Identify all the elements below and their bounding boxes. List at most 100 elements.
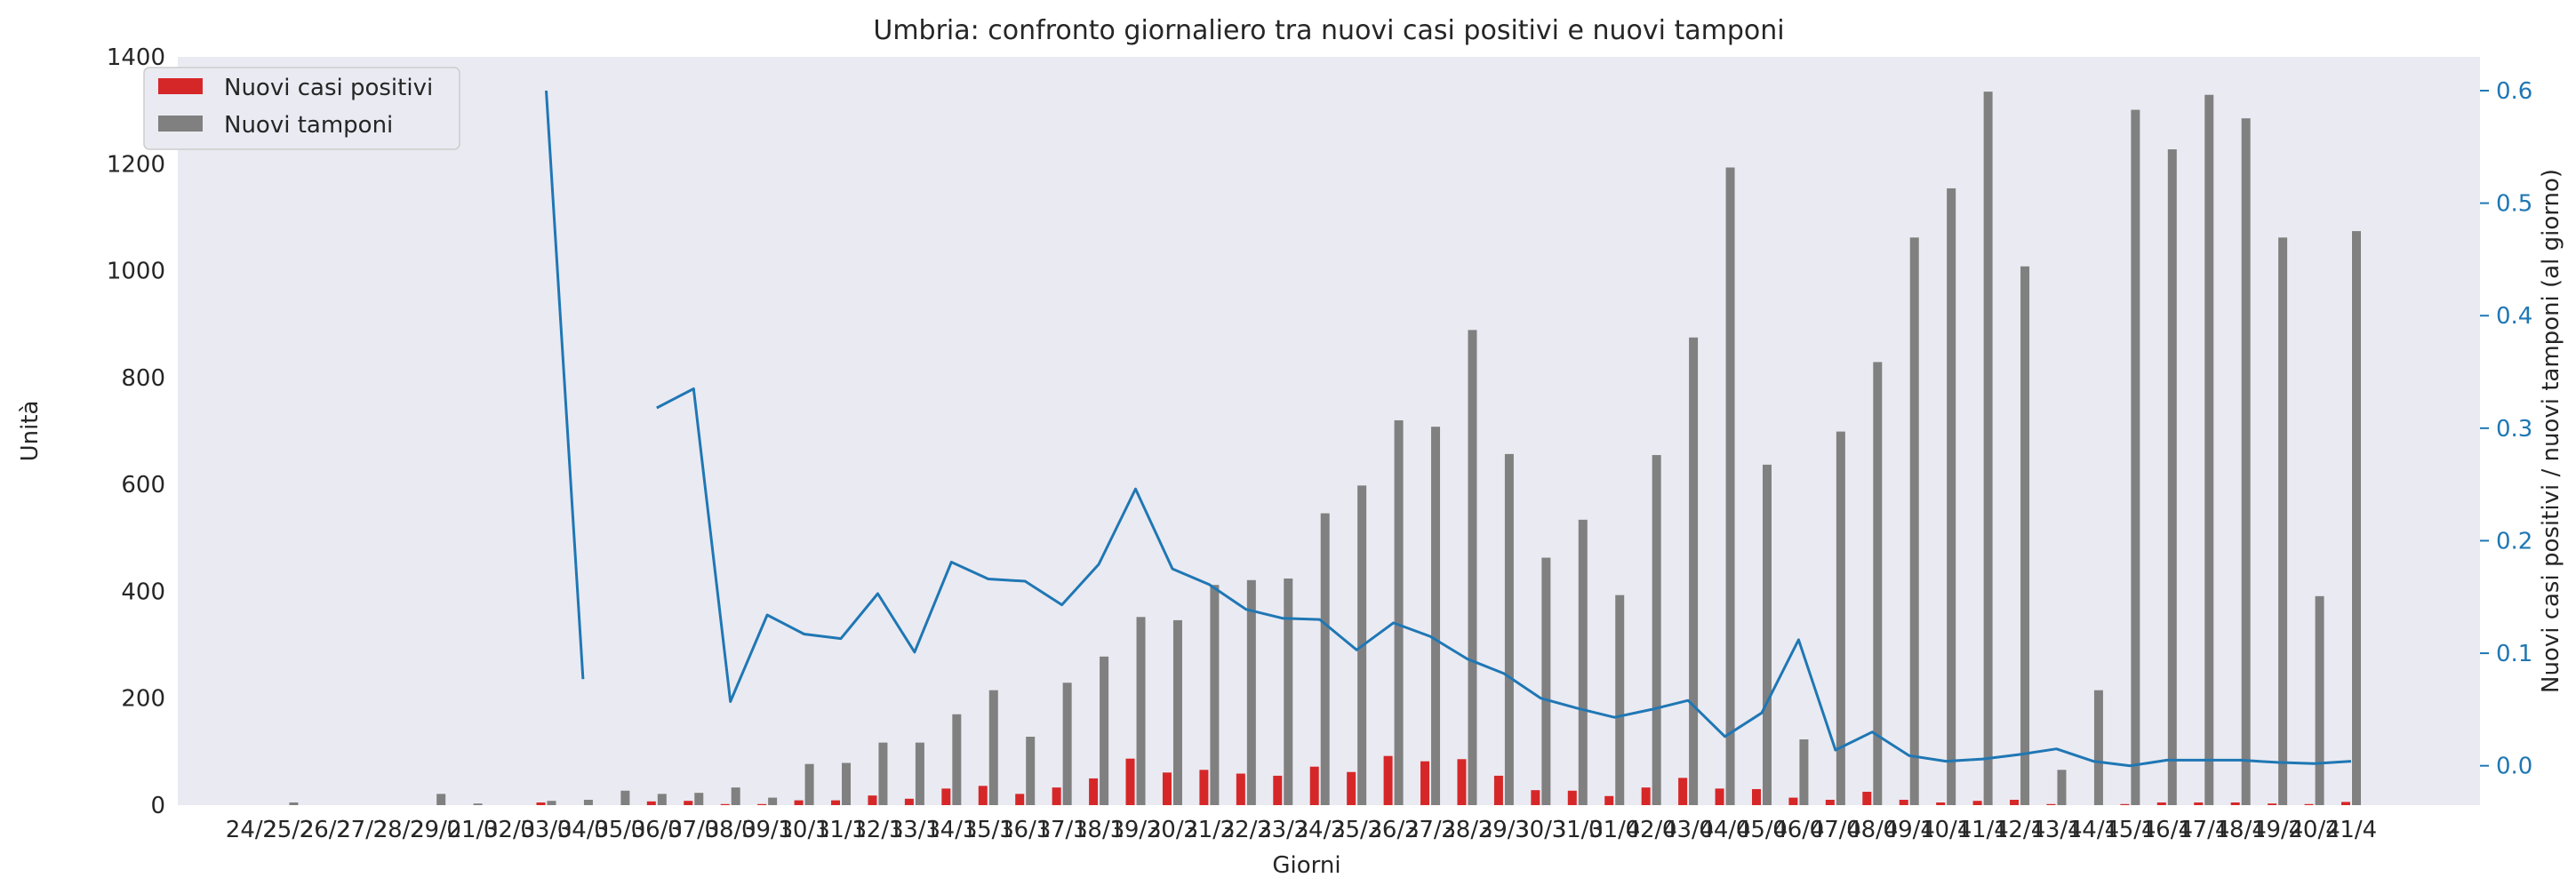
bar-positivi-31/3 xyxy=(1567,790,1577,805)
bar-positivi-03/4 xyxy=(1678,778,1688,805)
bar-positivi-14/3 xyxy=(941,788,951,805)
bar-positivi-13/3 xyxy=(904,798,914,805)
bar-tamponi-21/3 xyxy=(1210,585,1220,805)
bar-tamponi-28/3 xyxy=(1468,330,1477,806)
bar-positivi-08/3 xyxy=(720,803,730,805)
y-tick-left-600: 600 xyxy=(121,472,165,499)
bar-positivi-13/4 xyxy=(2046,803,2056,805)
x-tick-24/3: 24/3 xyxy=(1294,817,1346,843)
x-tick-11/3: 11/3 xyxy=(815,817,867,843)
legend-swatch-positivi xyxy=(158,78,203,94)
y-tick-left-200: 200 xyxy=(121,686,165,713)
bar-positivi-18/3 xyxy=(1089,778,1099,805)
bar-tamponi-01/4 xyxy=(1615,595,1625,805)
bar-tamponi-25/2 xyxy=(289,802,299,805)
x-tick-18/4: 18/4 xyxy=(2214,817,2266,843)
x-tick-16/4: 16/4 xyxy=(2141,817,2193,843)
x-tick-29/2: 29/2 xyxy=(410,817,461,843)
bar-positivi-06/4 xyxy=(1788,797,1798,805)
bar-positivi-09/3 xyxy=(757,803,767,805)
bar-tamponi-19/4 xyxy=(2278,237,2288,806)
y-tick-right-0.4: 0.4 xyxy=(2496,303,2532,330)
bar-tamponi-14/4 xyxy=(2093,690,2103,805)
x-tick-01/4: 01/4 xyxy=(1588,817,1640,843)
x-tick-17/4: 17/4 xyxy=(2178,817,2229,843)
bar-positivi-12/4 xyxy=(2010,799,2020,805)
x-tick-25/2: 25/2 xyxy=(262,817,314,843)
bar-tamponi-13/3 xyxy=(915,742,924,805)
legend-label-positivi: Nuovi casi positivi xyxy=(224,75,433,101)
y-tick-left-1000: 1000 xyxy=(107,259,165,285)
x-tick-06/3: 06/3 xyxy=(631,817,683,843)
x-tick-02/4: 02/4 xyxy=(1625,817,1676,843)
bar-tamponi-21/4 xyxy=(2352,231,2361,806)
x-tick-05/4: 05/4 xyxy=(1736,817,1788,843)
bar-tamponi-10/4 xyxy=(1947,188,1956,806)
x-tick-05/3: 05/3 xyxy=(594,817,645,843)
x-tick-10/4: 10/4 xyxy=(1920,817,1972,843)
bar-positivi-03/3 xyxy=(536,802,546,805)
bar-tamponi-03/3 xyxy=(547,801,556,805)
bar-tamponi-26/3 xyxy=(1394,419,1404,805)
x-axis: 24/225/226/227/228/229/201/302/303/304/3… xyxy=(226,817,2377,843)
bar-positivi-30/3 xyxy=(1531,790,1540,805)
y-tick-right-0.2: 0.2 xyxy=(2496,528,2532,555)
x-tick-07/4: 07/4 xyxy=(1810,817,1861,843)
x-tick-02/3: 02/3 xyxy=(484,817,535,843)
bar-positivi-09/4 xyxy=(1899,799,1908,805)
bar-tamponi-18/4 xyxy=(2241,118,2251,805)
x-tick-20/3: 20/3 xyxy=(1147,817,1198,843)
ratio-line-layer xyxy=(545,90,2352,768)
bar-positivi-20/4 xyxy=(2304,803,2314,805)
x-tick-27/3: 27/3 xyxy=(1404,817,1456,843)
bar-tamponi-07/3 xyxy=(694,793,704,805)
y-tick-right-0.5: 0.5 xyxy=(2496,191,2532,218)
x-tick-27/2: 27/2 xyxy=(336,817,388,843)
bar-tamponi-15/3 xyxy=(988,690,998,805)
bar-tamponi-08/3 xyxy=(731,787,740,805)
x-tick-21/4: 21/4 xyxy=(2325,817,2377,843)
bar-tamponi-16/3 xyxy=(1026,737,1036,805)
bar-positivi-26/3 xyxy=(1383,755,1393,805)
bar-positivi-01/4 xyxy=(1604,795,1614,805)
y-axis-label-left: Unità xyxy=(17,401,44,462)
bar-tamponi-17/4 xyxy=(2204,94,2214,806)
bar-positivi-22/3 xyxy=(1236,773,1245,805)
x-tick-15/3: 15/3 xyxy=(963,817,1014,843)
x-tick-04/3: 04/3 xyxy=(557,817,609,843)
bar-positivi-10/3 xyxy=(794,800,804,805)
x-tick-24/2: 24/2 xyxy=(226,817,277,843)
y-tick-left-1400: 1400 xyxy=(107,44,165,71)
y-tick-right-0.3: 0.3 xyxy=(2496,416,2532,443)
bar-positivi-11/4 xyxy=(1972,801,1982,805)
bar-positivi-24/3 xyxy=(1309,766,1319,805)
bar-positivi-05/4 xyxy=(1751,788,1761,805)
bar-tamponi-30/3 xyxy=(1541,557,1551,805)
x-tick-14/4: 14/4 xyxy=(2068,817,2119,843)
bar-positivi-29/3 xyxy=(1493,775,1503,805)
x-tick-09/3: 09/3 xyxy=(741,817,793,843)
bars-layer xyxy=(289,92,2361,806)
bar-tamponi-04/3 xyxy=(583,799,593,805)
bar-tamponi-22/3 xyxy=(1246,579,1256,805)
x-tick-31/3: 31/3 xyxy=(1552,817,1604,843)
bar-positivi-08/4 xyxy=(1862,791,1872,805)
bar-tamponi-09/4 xyxy=(1909,237,1919,806)
bar-tamponi-04/4 xyxy=(1725,167,1735,805)
bar-positivi-11/3 xyxy=(831,800,841,805)
y-tick-left-400: 400 xyxy=(121,579,165,605)
y-tick-right-0.1: 0.1 xyxy=(2496,641,2532,667)
x-tick-25/3: 25/3 xyxy=(1331,817,1382,843)
x-tick-12/4: 12/4 xyxy=(1994,817,2045,843)
bar-positivi-15/4 xyxy=(2120,803,2130,805)
x-tick-15/4: 15/4 xyxy=(2104,817,2156,843)
bar-tamponi-24/3 xyxy=(1320,513,1330,805)
bar-tamponi-11/3 xyxy=(842,762,852,805)
bar-tamponi-07/4 xyxy=(1836,431,1845,805)
bar-tamponi-31/3 xyxy=(1578,519,1588,805)
bar-positivi-28/3 xyxy=(1457,759,1467,805)
y-tick-left-1200: 1200 xyxy=(107,151,165,178)
x-tick-08/3: 08/3 xyxy=(705,817,756,843)
bar-tamponi-13/4 xyxy=(2057,770,2067,805)
